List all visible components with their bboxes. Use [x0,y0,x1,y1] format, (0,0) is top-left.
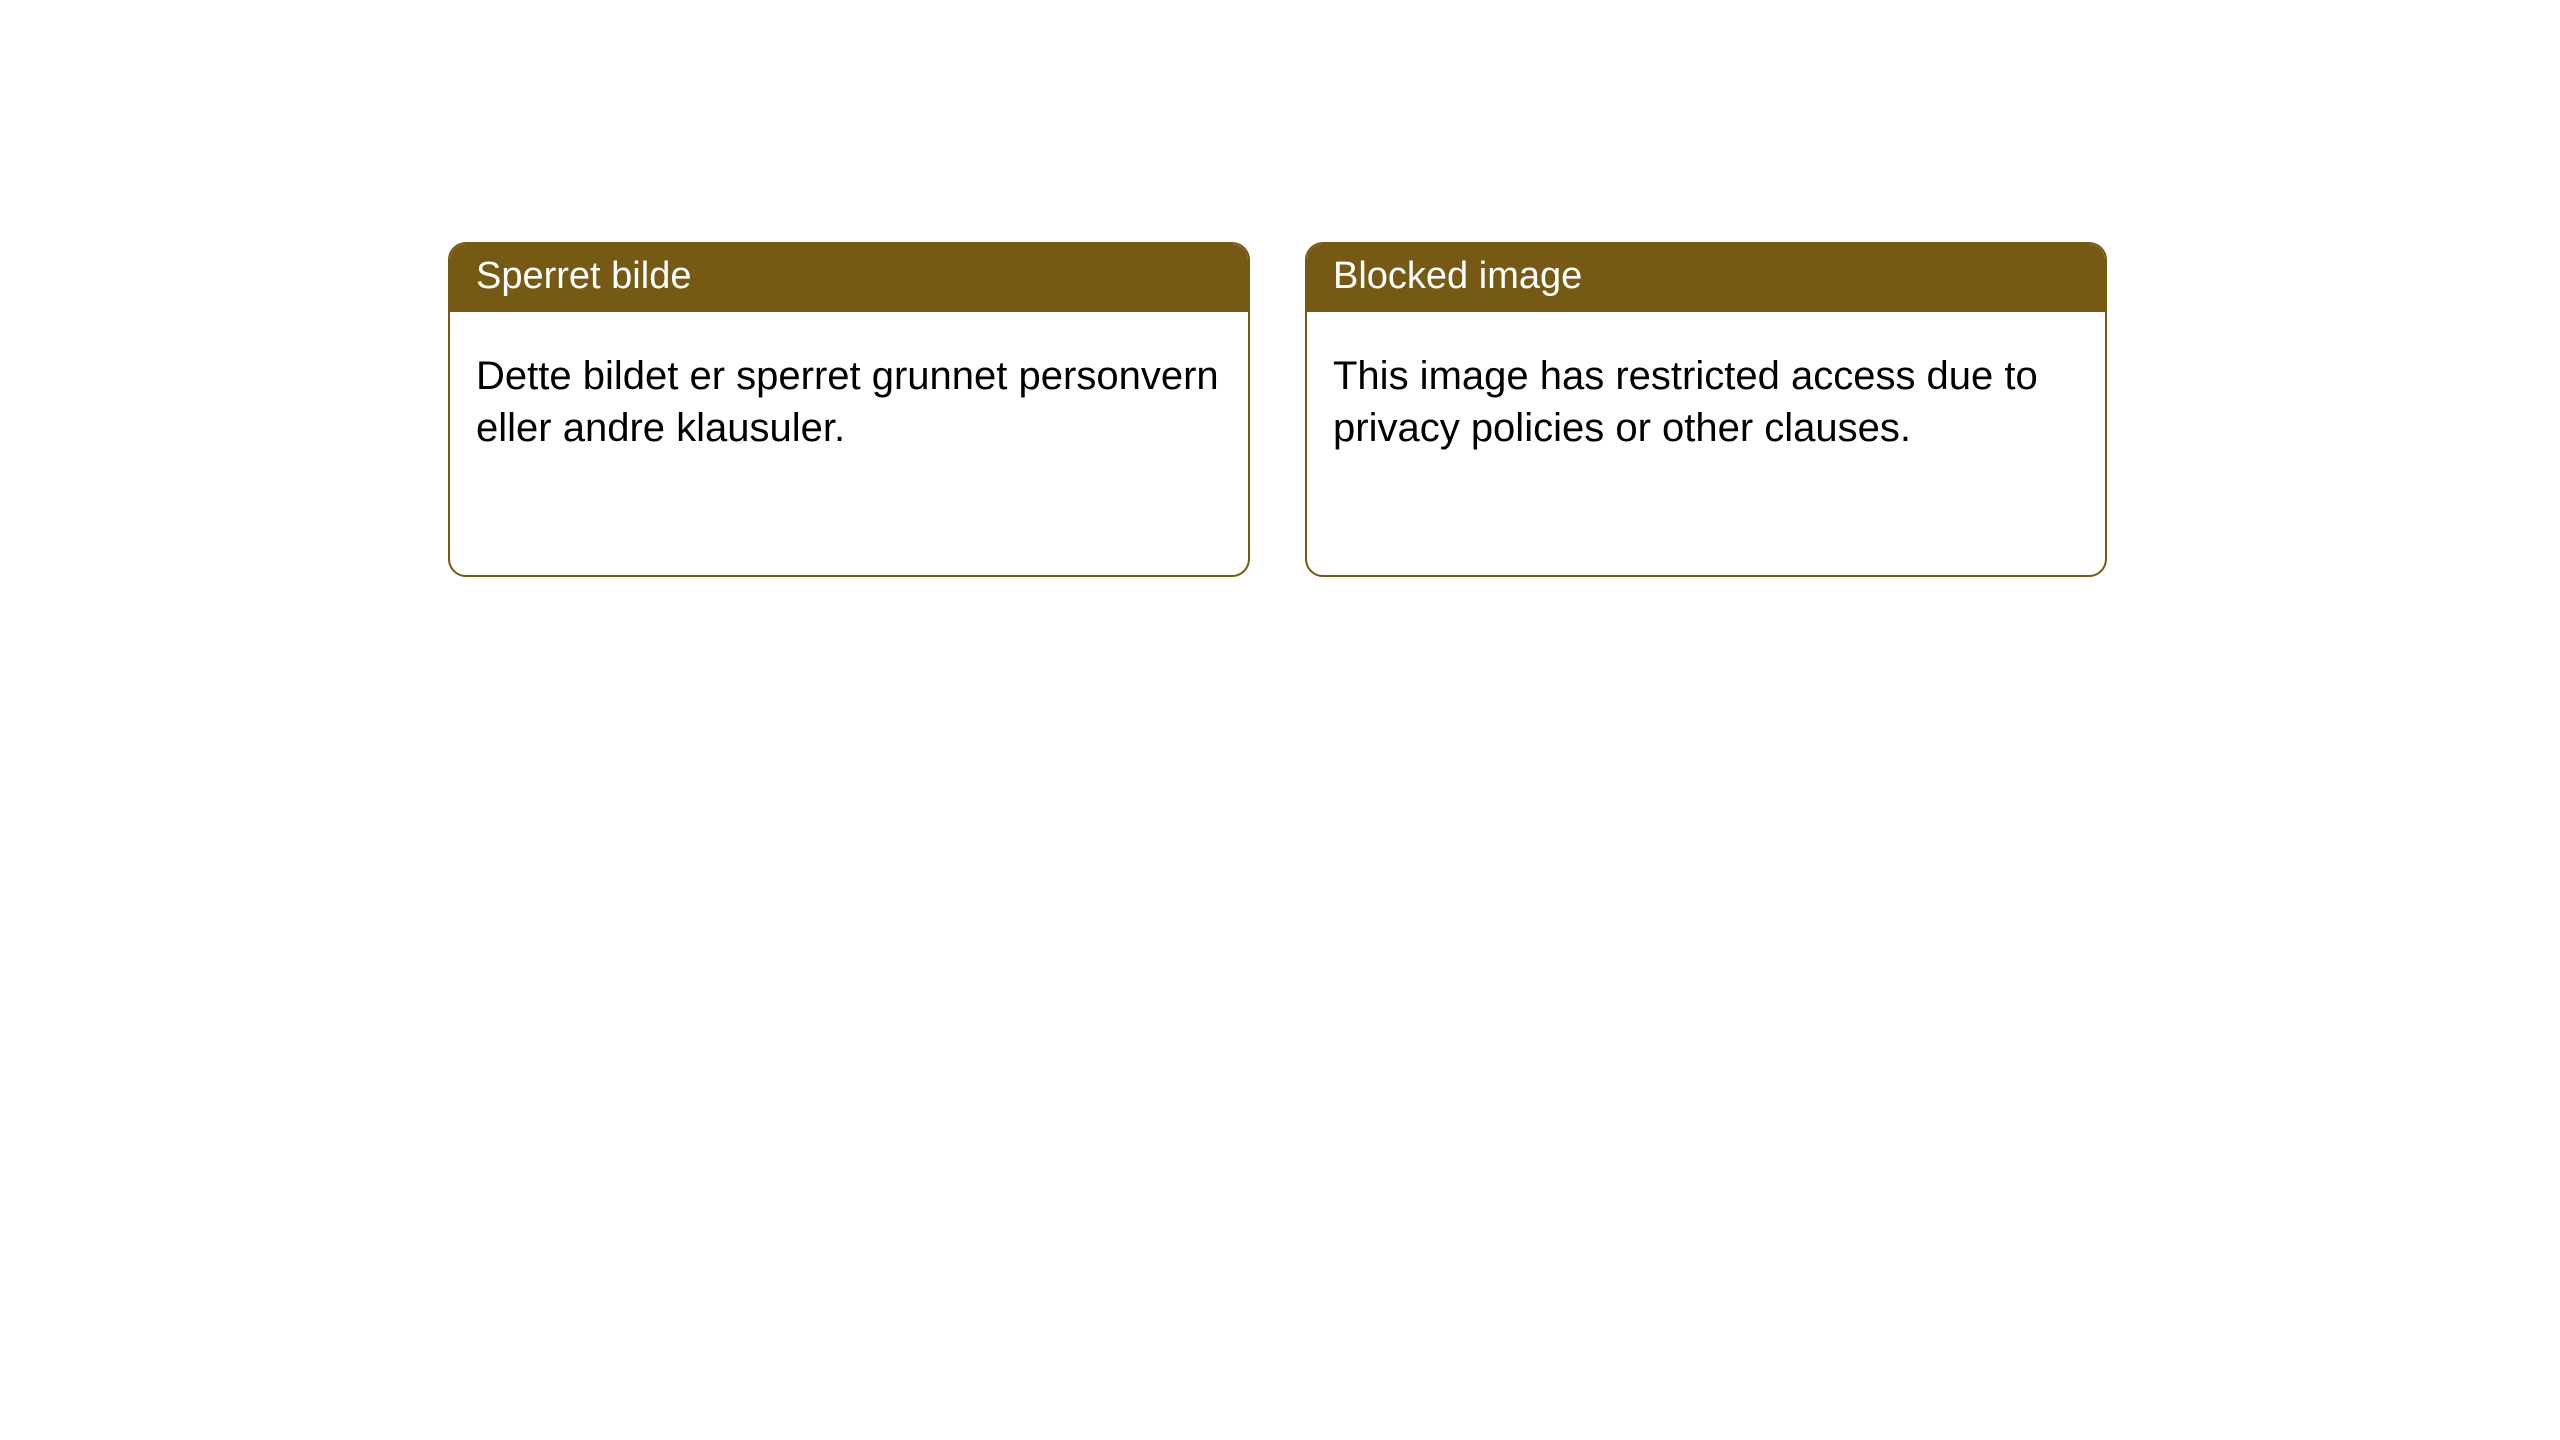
card-body: This image has restricted access due to … [1307,312,2105,480]
notice-container: Sperret bilde Dette bildet er sperret gr… [0,0,2560,577]
card-body: Dette bildet er sperret grunnet personve… [450,312,1248,480]
notice-card-english: Blocked image This image has restricted … [1305,242,2107,577]
card-header: Blocked image [1307,244,2105,312]
card-header: Sperret bilde [450,244,1248,312]
notice-card-norwegian: Sperret bilde Dette bildet er sperret gr… [448,242,1250,577]
